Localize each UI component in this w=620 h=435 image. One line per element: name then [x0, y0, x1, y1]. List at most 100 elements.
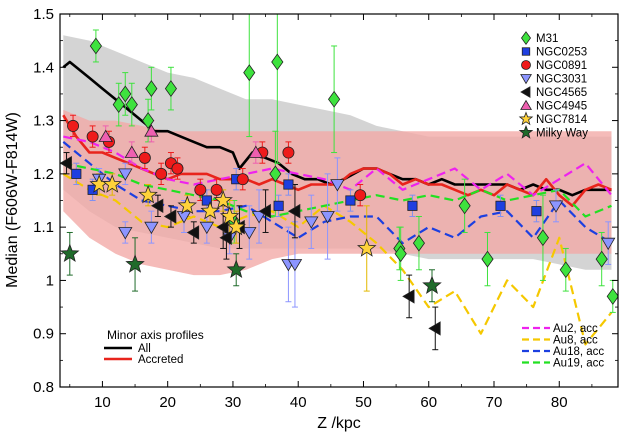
point-ngc3031 [242, 227, 257, 240]
point-ngc4565 [428, 321, 441, 336]
point-m31 [145, 80, 158, 97]
point-milky-way [422, 275, 442, 295]
point-ngc0253 [531, 206, 542, 217]
point-m31 [328, 90, 341, 108]
y-tick-label: 1 [46, 272, 54, 289]
x-tick-label: 40 [290, 394, 307, 411]
point-ngc4945 [144, 124, 159, 137]
x-axis-title: Z /kpc [317, 415, 361, 432]
point-m31 [89, 37, 102, 55]
point-ngc7814 [138, 184, 158, 204]
legend-marker-ngc0891 [521, 60, 531, 70]
point-ngc4945 [248, 145, 263, 158]
point-ngc7814 [177, 195, 197, 215]
x-tick-label: 60 [420, 394, 437, 411]
point-ngc0891 [86, 130, 99, 143]
point-ngc0253 [273, 200, 284, 211]
point-ngc0891 [67, 119, 80, 132]
y-tick-label: 1.5 [33, 6, 54, 23]
point-ngc4565 [258, 203, 271, 219]
point-m31 [269, 165, 282, 183]
point-ngc0891 [138, 151, 151, 164]
point-ngc0253 [201, 195, 212, 206]
legend-label-au18-acc: Au18, acc [553, 346, 604, 358]
point-ngc0891 [194, 183, 207, 196]
legend-label-m31: M31 [536, 33, 558, 45]
point-m31 [412, 234, 425, 252]
y-tick-label: 1.3 [33, 113, 54, 130]
legend-label-ngc7814: NGC7814 [536, 114, 588, 126]
y-tick-label: 0.9 [33, 326, 54, 343]
point-m31 [119, 85, 132, 103]
point-ngc7814 [213, 190, 233, 209]
point-m31 [559, 261, 572, 279]
legend-profiles-title: Minor axis profiles [107, 328, 204, 342]
point-ngc4945 [124, 145, 139, 158]
point-m31 [606, 288, 618, 305]
x-tick-label: 50 [355, 394, 372, 411]
point-milky-way [125, 254, 145, 273]
point-milky-way [226, 259, 246, 279]
point-ngc4565 [402, 289, 415, 304]
point-ngc4565 [287, 203, 301, 219]
point-ngc7814 [200, 200, 220, 220]
point-m31 [125, 96, 138, 113]
legend-label-au2-acc: Au2, acc [553, 323, 598, 335]
point-milky-way [60, 243, 80, 263]
point-m31 [164, 80, 177, 97]
point-ngc0891 [282, 146, 295, 159]
legend-label-au8-acc: Au8, acc [553, 335, 598, 347]
point-ngc3031 [199, 221, 215, 235]
point-ngc4565 [163, 209, 177, 224]
point-ngc0253 [407, 200, 418, 211]
point-ngc3031 [320, 211, 335, 224]
x-tick-label: 20 [159, 394, 176, 411]
legend-marker-m31 [521, 31, 531, 45]
point-ngc3031 [304, 216, 319, 229]
x-tick-label: 80 [551, 394, 568, 411]
x-tick-label: 30 [225, 394, 242, 411]
legend-label-ngc3031: NGC3031 [536, 74, 587, 86]
point-ngc7814 [102, 174, 122, 193]
legend-label-ngc4945: NGC4945 [536, 101, 587, 113]
point-ngc7814 [226, 216, 246, 236]
point-ngc0253 [345, 195, 356, 206]
point-m31 [595, 250, 608, 268]
point-m31 [112, 96, 125, 113]
point-ngc3031 [251, 211, 267, 224]
point-ngc4565 [60, 156, 72, 171]
legend-label-all: All [138, 343, 151, 355]
legend-marker-ngc0253 [521, 47, 531, 56]
point-ngc3031 [330, 179, 345, 192]
point-ngc3031 [144, 221, 159, 235]
point-ngc0891 [155, 167, 168, 180]
legend-label-ngc0891: NGC0891 [536, 60, 587, 72]
point-ngc4565 [150, 198, 164, 213]
point-ngc0891 [236, 173, 249, 186]
point-ngc0891 [210, 183, 223, 196]
point-m31 [458, 197, 471, 215]
point-ngc4565 [186, 225, 200, 240]
point-ngc7814 [357, 238, 377, 257]
point-m31 [481, 250, 494, 268]
y-tick-label: 0.8 [33, 379, 54, 396]
point-ngc0253 [283, 179, 294, 190]
legend-marker-milky-way [518, 124, 534, 139]
legend-label-au19-acc: Au19, acc [553, 358, 604, 370]
point-m31 [243, 64, 256, 82]
x-tick-label: 70 [486, 394, 503, 411]
legend-label-milky-way: Milky Way [536, 128, 588, 140]
point-ngc4565 [216, 219, 229, 235]
point-ngc3031 [118, 168, 133, 181]
y-tick-label: 1.1 [33, 219, 54, 236]
point-m31 [271, 53, 284, 71]
legend-marker-ngc7814 [518, 111, 534, 126]
point-ngc4565 [219, 230, 232, 245]
point-ngc0253 [71, 168, 82, 179]
point-ngc7814 [219, 206, 240, 225]
